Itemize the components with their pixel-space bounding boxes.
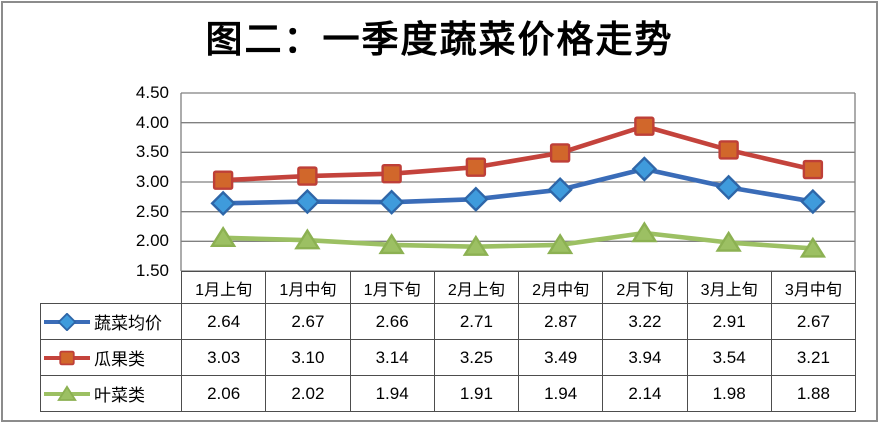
data-point-marker-diamond [715, 174, 742, 201]
value-cell: 3.49 [517, 339, 604, 376]
table-row: 蔬菜均价 2.64 2.67 2.66 2.71 2.87 3.22 2.91 2.67 [40, 303, 857, 340]
data-point-marker-square [212, 170, 234, 190]
data-point-marker-triangle [378, 233, 405, 255]
series-name-cell: 叶菜类 [40, 375, 182, 412]
data-point-marker-triangle [799, 236, 827, 258]
data-point-marker-diamond [463, 186, 489, 212]
category-header-cell: 3月中旬 [770, 271, 857, 304]
data-point-marker-diamond [631, 156, 658, 182]
value-cell: 2.14 [602, 375, 688, 412]
data-point-marker-triangle [546, 233, 574, 255]
value-cell: 1.98 [686, 375, 772, 412]
data-point-marker-diamond [547, 177, 573, 203]
data-point-marker-square [465, 157, 487, 177]
category-header-cell: 2月中旬 [517, 271, 604, 304]
series-name-cell: 蔬菜均价 [40, 303, 182, 340]
series-name-label: 蔬菜均价 [94, 314, 162, 333]
value-cell: 3.10 [265, 339, 351, 376]
data-point-marker-square [802, 159, 824, 180]
data-point-marker-diamond [800, 188, 826, 215]
value-cell: 3.14 [349, 339, 435, 376]
line-chart-plot-area [180, 92, 856, 272]
y-axis-tick-label: 3.50 [135, 142, 169, 162]
series-name-label: 瓜果类 [94, 350, 145, 369]
legend-marker-square [59, 350, 75, 365]
chart-title: 图二：一季度蔬菜价格走势 [205, 20, 674, 61]
y-axis-tick-label: 2.00 [135, 231, 169, 251]
data-point-marker-triangle [715, 230, 742, 252]
category-header-cell: 1月下旬 [349, 271, 435, 304]
legend-marker-diamond [57, 312, 77, 331]
data-point-marker-diamond [210, 190, 236, 217]
value-cell: 2.02 [265, 375, 351, 412]
legend-triangle-icon [44, 384, 90, 401]
legend-square-icon [44, 350, 90, 365]
series-name-cell: 瓜果类 [40, 339, 182, 376]
data-point-marker-diamond [294, 188, 321, 215]
value-cell: 2.87 [517, 303, 604, 340]
chart-data-table: 1月上旬 1月中旬 1月下旬 2月上旬 2月中旬 2月下旬 3月上旬 3月中旬蔬菜均价 2.64… [40, 271, 857, 412]
table-corner-cell [41, 272, 182, 304]
y-axis-tick-label: 4.50 [135, 83, 169, 102]
value-cell: 3.03 [180, 339, 267, 376]
legend-diamond-icon [44, 312, 90, 331]
y-axis-tick-label: 4.00 [135, 112, 169, 132]
data-point-marker-square [381, 163, 402, 184]
category-header-cell: 3月上旬 [686, 271, 772, 304]
value-cell: 2.71 [433, 303, 520, 340]
series-line-1 [220, 123, 816, 183]
data-point-marker-triangle [462, 234, 490, 256]
value-cell: 2.66 [349, 303, 435, 340]
value-cell: 2.67 [770, 303, 857, 340]
value-cell: 3.54 [686, 339, 772, 376]
value-cell: 1.94 [517, 375, 604, 412]
value-cell: 1.91 [433, 375, 520, 412]
table-row: 叶菜类 2.06 2.02 1.94 1.91 1.94 2.14 1.98 1.88 [40, 375, 857, 412]
value-cell: 2.91 [686, 303, 772, 340]
legend-marker-triangle [57, 384, 77, 401]
value-cell: 3.94 [602, 339, 688, 376]
data-point-marker-square [718, 140, 739, 160]
y-axis-tick-label: 3.00 [135, 172, 169, 191]
y-axis-tick-label: 2.50 [135, 201, 169, 221]
category-header-cell: 2月上旬 [433, 271, 520, 304]
value-cell: 2.67 [265, 303, 351, 340]
value-cell: 2.64 [180, 303, 267, 340]
data-point-marker-triangle [294, 228, 321, 250]
value-cell: 3.21 [770, 339, 857, 376]
y-axis-tick-label: 1.50 [135, 261, 169, 280]
data-point-marker-triangle [209, 226, 237, 247]
category-header-cell: 2月下旬 [602, 271, 688, 304]
series-line-0 [220, 166, 816, 206]
series-line-2 [220, 230, 816, 251]
data-point-marker-square [549, 143, 571, 163]
category-header-cell: 1月中旬 [265, 271, 351, 304]
table-row: 瓜果类 3.03 3.10 3.14 3.25 3.49 3.94 3.54 3.21 [40, 339, 857, 376]
data-point-marker-triangle [631, 221, 658, 243]
value-cell: 2.06 [180, 375, 267, 412]
value-cell: 3.25 [433, 339, 520, 376]
series-name-label: 叶菜类 [94, 386, 145, 405]
data-point-marker-diamond [378, 189, 405, 215]
data-point-marker-square [297, 166, 318, 186]
category-header-cell: 1月上旬 [180, 271, 267, 304]
value-cell: 1.88 [770, 375, 857, 412]
value-cell: 1.94 [349, 375, 435, 412]
value-cell: 3.22 [602, 303, 688, 340]
data-point-marker-square [634, 116, 655, 136]
